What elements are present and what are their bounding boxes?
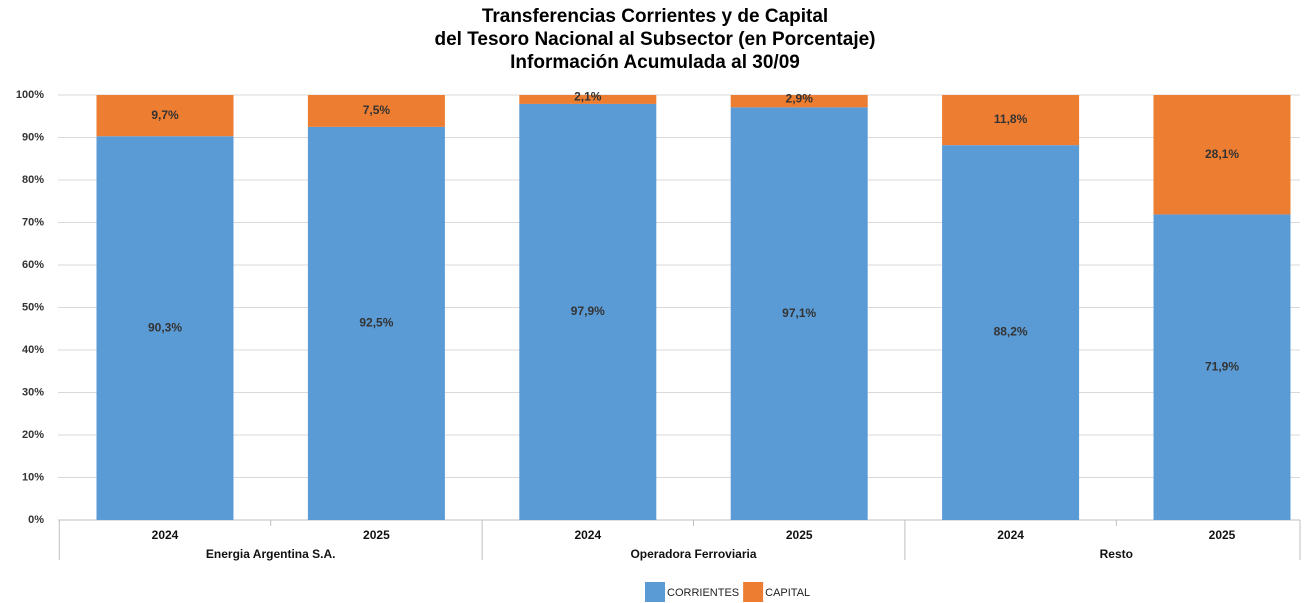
bar-segment <box>730 95 868 108</box>
data-label: 92,5% <box>359 316 393 330</box>
x-tick-label: 2025 <box>363 528 390 542</box>
y-tick-label: 50% <box>22 301 44 313</box>
chart-title: Información Acumulada al 30/09 <box>510 52 800 73</box>
data-label: 9,7% <box>151 108 179 122</box>
legend-swatch <box>743 582 764 602</box>
bar-segment <box>307 126 445 520</box>
bar-segment <box>519 103 657 521</box>
y-tick-label: 70% <box>22 216 44 228</box>
data-label: 90,3% <box>148 320 182 334</box>
y-tick-label: 40% <box>22 344 44 356</box>
y-tick-label: 30% <box>22 386 44 398</box>
group-label: Energia Argentina S.A. <box>206 547 336 561</box>
group-label: Operadora Ferroviaria <box>630 547 756 561</box>
y-tick-label: 60% <box>22 259 44 271</box>
data-label: 88,2% <box>994 325 1028 339</box>
bar-segment <box>519 95 657 104</box>
data-label: 2,9% <box>786 91 814 105</box>
chart-title: del Tesoro Nacional al Subsector (en Por… <box>435 29 876 50</box>
x-tick-label: 2024 <box>997 528 1024 542</box>
bar-segment <box>942 95 1080 146</box>
bar-segment <box>1153 95 1291 215</box>
bar-segment <box>942 145 1080 520</box>
bar-segment <box>307 95 445 127</box>
y-tick-label: 90% <box>22 131 44 143</box>
chart-title: Transferencias Corrientes y de Capital <box>482 6 828 27</box>
group-label: Resto <box>1100 547 1133 561</box>
y-tick-label: 20% <box>22 429 44 441</box>
data-label: 97,1% <box>782 306 816 320</box>
legend-label: CORRIENTES <box>667 587 739 599</box>
data-label: 28,1% <box>1205 147 1239 161</box>
x-tick-label: 2025 <box>1209 528 1236 542</box>
bar-segment <box>96 136 234 520</box>
data-label: 2,1% <box>574 90 602 104</box>
bar-segment <box>96 95 234 137</box>
y-tick-label: 80% <box>22 174 44 186</box>
data-label: 97,9% <box>571 304 605 318</box>
y-tick-label: 10% <box>22 471 44 483</box>
data-label: 7,5% <box>363 103 391 117</box>
bar-segment <box>730 107 868 520</box>
bar-segment <box>1153 214 1291 521</box>
data-label: 11,8% <box>994 112 1028 126</box>
x-tick-label: 2025 <box>786 528 813 542</box>
data-label: 71,9% <box>1205 359 1239 373</box>
y-tick-label: 100% <box>16 89 44 101</box>
legend-label: CAPITAL <box>765 587 810 599</box>
x-tick-label: 2024 <box>574 528 601 542</box>
y-tick-label: 0% <box>28 514 44 526</box>
x-tick-label: 2024 <box>152 528 179 542</box>
legend-swatch <box>645 582 665 602</box>
